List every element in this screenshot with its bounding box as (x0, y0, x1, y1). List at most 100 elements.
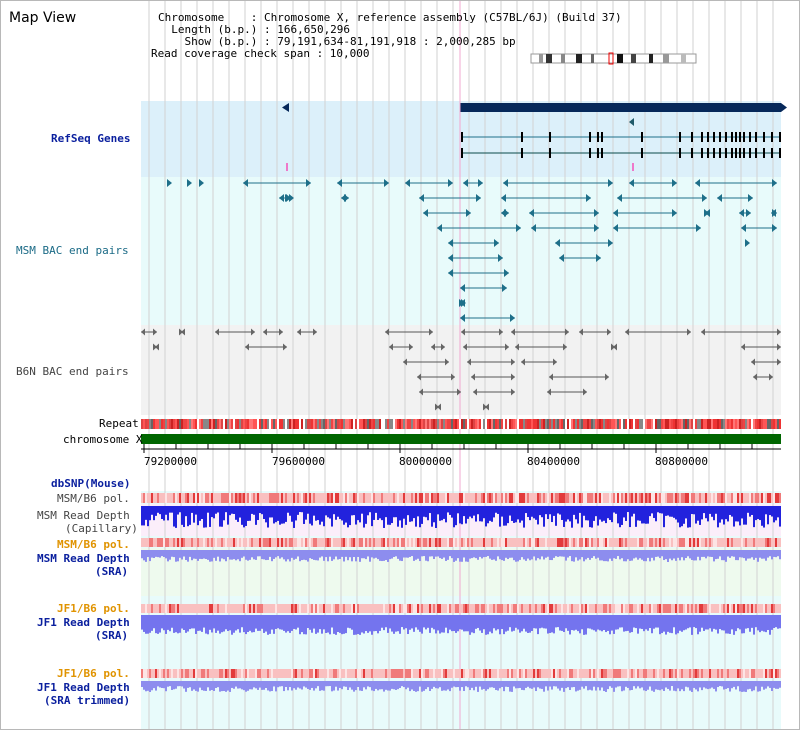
polymorphism-segment (509, 538, 511, 547)
polymorphism-segment (291, 538, 293, 547)
polymorphism-segment (411, 604, 413, 613)
repeat-segment (455, 419, 457, 429)
polymorphism-segment (161, 493, 163, 503)
exon (719, 132, 721, 142)
track-label-jf1-depth-sra[interactable]: JF1 Read Depth (37, 616, 130, 629)
read-depth-bar (495, 550, 497, 561)
read-depth-bar (749, 681, 751, 689)
polymorphism-segment (495, 604, 497, 613)
read-depth-bar (389, 550, 391, 560)
read-depth-bar (691, 506, 693, 515)
read-depth-bar (161, 615, 163, 629)
track-label-msm-b6-pol-2[interactable]: MSM/B6 pol. (57, 538, 130, 551)
polymorphism-segment (755, 669, 757, 678)
track-label-jf1-depth-trimmed[interactable]: JF1 Read Depth (37, 681, 130, 694)
read-depth-bar (663, 550, 665, 561)
track-label-msm-b6-pol[interactable]: MSM/B6 pol. (57, 492, 130, 505)
track-label-msm-bac[interactable]: MSM BAC end pairs (16, 244, 129, 257)
read-depth-bar (469, 506, 471, 517)
read-depth-bar (695, 615, 697, 629)
polymorphism-segment (575, 604, 577, 613)
polymorphism-segment (609, 669, 611, 678)
read-depth-bar (285, 506, 287, 522)
read-depth-bar (495, 681, 497, 691)
repeat-segment (609, 419, 611, 429)
bac-end-marker (777, 343, 781, 351)
polymorphism-segment (697, 493, 699, 503)
read-depth-bar (497, 550, 499, 557)
polymorphism-segment (779, 604, 781, 613)
read-depth-bar (523, 681, 525, 691)
read-depth-bar (431, 550, 433, 557)
polymorphism-segment (761, 538, 763, 547)
read-depth-bar (283, 506, 285, 524)
polymorphism-segment (357, 538, 359, 547)
polymorphism-segment (461, 669, 463, 678)
read-depth-bar (379, 550, 381, 561)
polymorphism-segment (449, 669, 451, 678)
polymorphism-segment (747, 669, 749, 678)
polymorphism-segment (623, 669, 625, 678)
polymorphism-segment (657, 493, 659, 503)
read-depth-bar (387, 615, 389, 633)
length-info-line: Length (b.p.) : 166,650,296 (158, 23, 351, 36)
polymorphism-segment (583, 669, 585, 678)
read-depth-bar (233, 506, 235, 514)
polymorphism-segment (413, 538, 415, 547)
read-depth-bar (225, 615, 227, 630)
polymorphism-segment (659, 538, 661, 547)
polymorphism-segment (343, 669, 345, 678)
track-label-jf1-pol-2[interactable]: JF1/B6 pol. (57, 667, 130, 680)
read-depth-bar (499, 550, 501, 560)
read-depth-bar (451, 506, 453, 518)
polymorphism-segment (245, 669, 247, 678)
polymorphism-segment (285, 538, 287, 547)
read-depth-bar (635, 681, 637, 689)
repeat-segment (753, 419, 755, 429)
track-label-jf1-pol[interactable]: JF1/B6 pol. (57, 602, 130, 615)
polymorphism-segment (741, 538, 743, 547)
polymorphism-segment (699, 604, 701, 613)
polymorphism-segment (239, 669, 241, 678)
repeat-segment (699, 419, 701, 429)
polymorphism-segment (681, 493, 683, 503)
read-depth-bar (733, 550, 735, 557)
bac-end-marker (461, 299, 466, 307)
polymorphism-segment (273, 493, 275, 503)
bac-end-marker (429, 328, 433, 336)
track-label-b6n-bac[interactable]: B6N BAC end pairs (16, 365, 129, 378)
read-depth-bar (527, 615, 529, 633)
bac-end-marker (448, 269, 453, 277)
polymorphism-segment (759, 669, 761, 678)
read-depth-bar (563, 681, 565, 692)
polymorphism-segment (653, 493, 655, 503)
polymorphism-segment (249, 604, 251, 613)
track-label-msm-depth-sra[interactable]: MSM Read Depth (37, 552, 130, 565)
polymorphism-segment (173, 493, 175, 503)
read-depth-bar (341, 506, 343, 521)
polymorphism-segment (677, 493, 679, 503)
bac-end-marker (746, 209, 751, 217)
polymorphism-segment (459, 669, 461, 678)
track-label-dbsnp[interactable]: dbSNP(Mouse) (51, 477, 131, 490)
repeat-segment (451, 419, 453, 429)
read-depth-bar (757, 681, 759, 692)
polymorphism-segment (725, 538, 727, 547)
track-label-refseq[interactable]: RefSeq Genes (51, 132, 131, 145)
read-depth-bar (607, 550, 609, 562)
read-depth-bar (623, 506, 625, 518)
polymorphism-segment (393, 604, 395, 613)
polymorphism-segment (193, 604, 195, 613)
read-depth-bar (159, 681, 161, 688)
read-depth-bar (723, 550, 725, 561)
read-depth-bar (173, 681, 175, 690)
read-depth-bar (379, 615, 381, 631)
track-label-repeat[interactable]: Repeat (99, 417, 139, 430)
polymorphism-segment (207, 493, 209, 503)
track-label-msm-depth-capillary[interactable]: MSM Read Depth (37, 509, 130, 522)
read-depth-bar (177, 681, 179, 687)
read-depth-bar (207, 550, 209, 560)
read-depth-bar (771, 681, 773, 691)
polymorphism-segment (557, 538, 559, 547)
read-depth-bar (761, 550, 763, 559)
